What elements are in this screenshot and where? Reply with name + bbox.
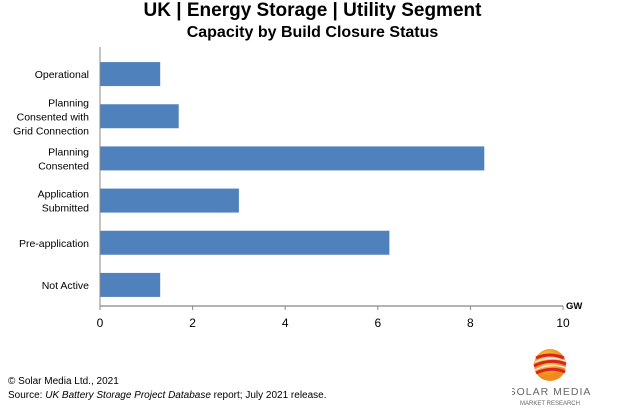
category-label: Planning <box>48 97 89 109</box>
x-tick-label: 0 <box>97 316 104 330</box>
x-tick-label: 4 <box>282 316 289 330</box>
copyright: © Solar Media Ltd., 2021 <box>8 376 119 387</box>
category-label: Planning <box>48 146 89 158</box>
source-suffix: report; July 2021 release. <box>210 390 327 401</box>
category-label: Grid Connection <box>13 125 89 137</box>
bar-0 <box>100 62 161 87</box>
bar-chart: Operational Planning Consented with Grid Co… <box>13 47 582 330</box>
logo-line2: MARKET RESEARCH <box>520 401 580 407</box>
source-note: Source: UK Battery Storage Project Datab… <box>8 390 327 401</box>
x-tick-label: 6 <box>374 316 381 330</box>
chart-subtitle: Capacity by Build Closure Status <box>186 24 439 41</box>
source-prefix: Source: <box>8 390 46 401</box>
x-tick-label: 8 <box>467 316 474 330</box>
solar-media-logo: SOLAR MEDIA MARKET RESEARCH <box>512 346 612 412</box>
chart-title: UK | Energy Storage | Utility Segment <box>143 0 482 21</box>
source-title: UK Battery Storage Project Database <box>45 390 211 401</box>
bar-2 <box>100 146 485 171</box>
bar-4 <box>100 230 390 255</box>
x-tick-label: 2 <box>189 316 196 330</box>
category-label: Consented <box>38 160 89 172</box>
category-label: Operational <box>35 69 89 81</box>
x-tick-label: 10 <box>556 316 570 330</box>
bar-3 <box>100 188 239 213</box>
x-axis-unit: GW <box>566 301 582 312</box>
category-label: Consented with <box>17 111 90 123</box>
category-label: Not Active <box>42 280 89 292</box>
bar-1 <box>100 104 179 129</box>
category-label: Application <box>38 189 90 201</box>
logo-line1: SOLAR MEDIA <box>512 386 591 398</box>
category-label: Pre-application <box>19 238 89 250</box>
category-label: Submitted <box>42 203 89 215</box>
bar-5 <box>100 272 161 297</box>
